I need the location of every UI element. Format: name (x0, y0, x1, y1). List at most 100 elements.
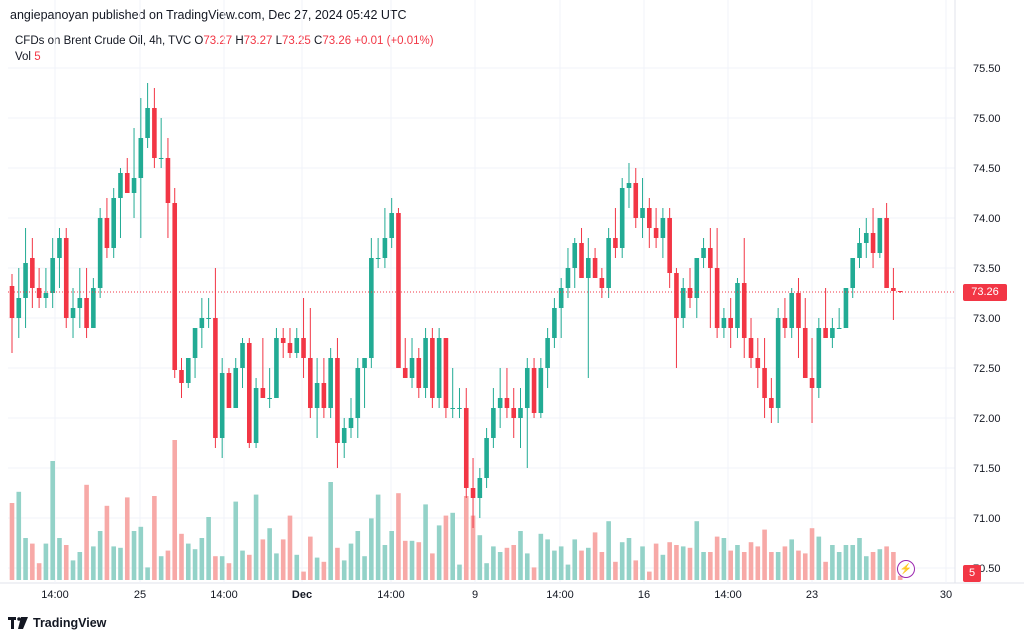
volume-bar (809, 528, 815, 580)
volume-bar (192, 549, 198, 580)
candle-body (599, 278, 605, 288)
candle-body (457, 408, 462, 409)
candle-body (423, 338, 428, 388)
volume-bar (830, 545, 835, 580)
volume-bar (586, 547, 591, 580)
candle-body (708, 248, 713, 268)
candle-body (545, 338, 550, 368)
candle-body (789, 293, 794, 328)
volume-bar (267, 528, 272, 580)
candle-body (192, 328, 198, 358)
candle-body (830, 328, 835, 338)
candle-body (111, 198, 116, 248)
candle-body (36, 288, 42, 298)
candle-body (436, 338, 442, 398)
price-tick-label: 74.50 (973, 163, 1001, 175)
candle-body (491, 408, 496, 438)
price-tick-label: 71.00 (973, 513, 1001, 525)
candle-body (735, 283, 740, 328)
volume-bar (335, 547, 340, 580)
volume-bar (97, 531, 103, 580)
legend-volume-row: Vol 5 (15, 49, 434, 65)
symbol-legend: CFDs on Brent Crude Oil, 4h, TVC O73.27 … (15, 33, 434, 65)
volume-bar (755, 546, 761, 580)
volume-bar (355, 531, 361, 580)
volume-bar (538, 533, 544, 580)
volume-bar (613, 561, 618, 580)
volume-bar (748, 542, 754, 580)
footer-brand[interactable]: TradingView (8, 616, 106, 630)
volume-bar (741, 552, 747, 580)
candle-body (524, 368, 530, 408)
volume-bar (36, 563, 42, 580)
candle-body (247, 343, 252, 443)
volume-bar (43, 543, 49, 580)
candle-body (484, 438, 489, 478)
candle-body (572, 243, 578, 268)
candle-body (653, 228, 659, 238)
volume-bar (558, 546, 564, 580)
volume-bar (369, 518, 374, 580)
volume-bar (260, 539, 266, 580)
volume-bar (328, 482, 333, 580)
candle-body (470, 488, 476, 498)
volume-bar (660, 554, 666, 580)
volume-bar (63, 545, 69, 580)
legend-open-label: O (194, 35, 204, 47)
candle-body (836, 328, 842, 329)
volume-bar (321, 561, 327, 580)
volume-bar (185, 543, 191, 580)
volume-bar (619, 542, 625, 580)
candle-body (274, 338, 279, 398)
time-tick-label: 14:00 (546, 589, 574, 601)
volume-bar (721, 538, 727, 580)
candle-body (748, 338, 754, 358)
flash-icon[interactable]: ⚡ (897, 560, 915, 578)
time-tick-label: 14:00 (377, 589, 405, 601)
candle-body (721, 318, 727, 328)
volume-bar (863, 556, 869, 580)
candle-body (802, 328, 808, 378)
candle-body (626, 183, 632, 188)
candle-body (165, 158, 171, 203)
candle-body (674, 273, 679, 318)
volume-bar (402, 540, 408, 580)
last-price-tag: 73.26 (963, 284, 1007, 301)
candle-body (857, 243, 862, 258)
volume-bar (423, 504, 428, 580)
volume-bar (104, 505, 110, 580)
candle-body (213, 318, 218, 438)
candle-body (416, 358, 422, 388)
tradingview-logo-icon (8, 617, 28, 629)
volume-bar (891, 552, 896, 580)
volume-bar (796, 550, 801, 580)
candle-body (728, 318, 733, 328)
price-tick-label: 73.00 (973, 313, 1001, 325)
candle-body (226, 373, 232, 408)
candle-body (640, 208, 645, 218)
volume-bar (138, 526, 144, 580)
volume-bar (57, 538, 62, 580)
volume-bar (118, 547, 123, 580)
candle-body (870, 233, 876, 253)
candle-body (294, 338, 300, 353)
legend-ohlc-row: CFDs on Brent Crude Oil, 4h, TVC O73.27 … (15, 33, 434, 49)
candle-body (586, 258, 591, 278)
volume-bar (802, 553, 808, 580)
candle-body (43, 293, 49, 298)
candle-body (206, 318, 211, 319)
volume-bar (579, 550, 584, 580)
legend-vol-label[interactable]: Vol (15, 51, 31, 63)
candle-body (260, 388, 266, 398)
volume-bar (233, 501, 239, 580)
candle-body (701, 248, 706, 258)
legend-symbol[interactable]: CFDs on Brent Crude Oil, 4h, TVC (15, 35, 192, 47)
time-tick-label: 23 (806, 589, 818, 601)
candle-body (280, 338, 286, 343)
candle-body (755, 358, 761, 368)
legend-close-label: C (314, 35, 323, 47)
volume-bar (470, 515, 476, 580)
volume-bar (674, 545, 679, 580)
candle-body (341, 428, 347, 443)
